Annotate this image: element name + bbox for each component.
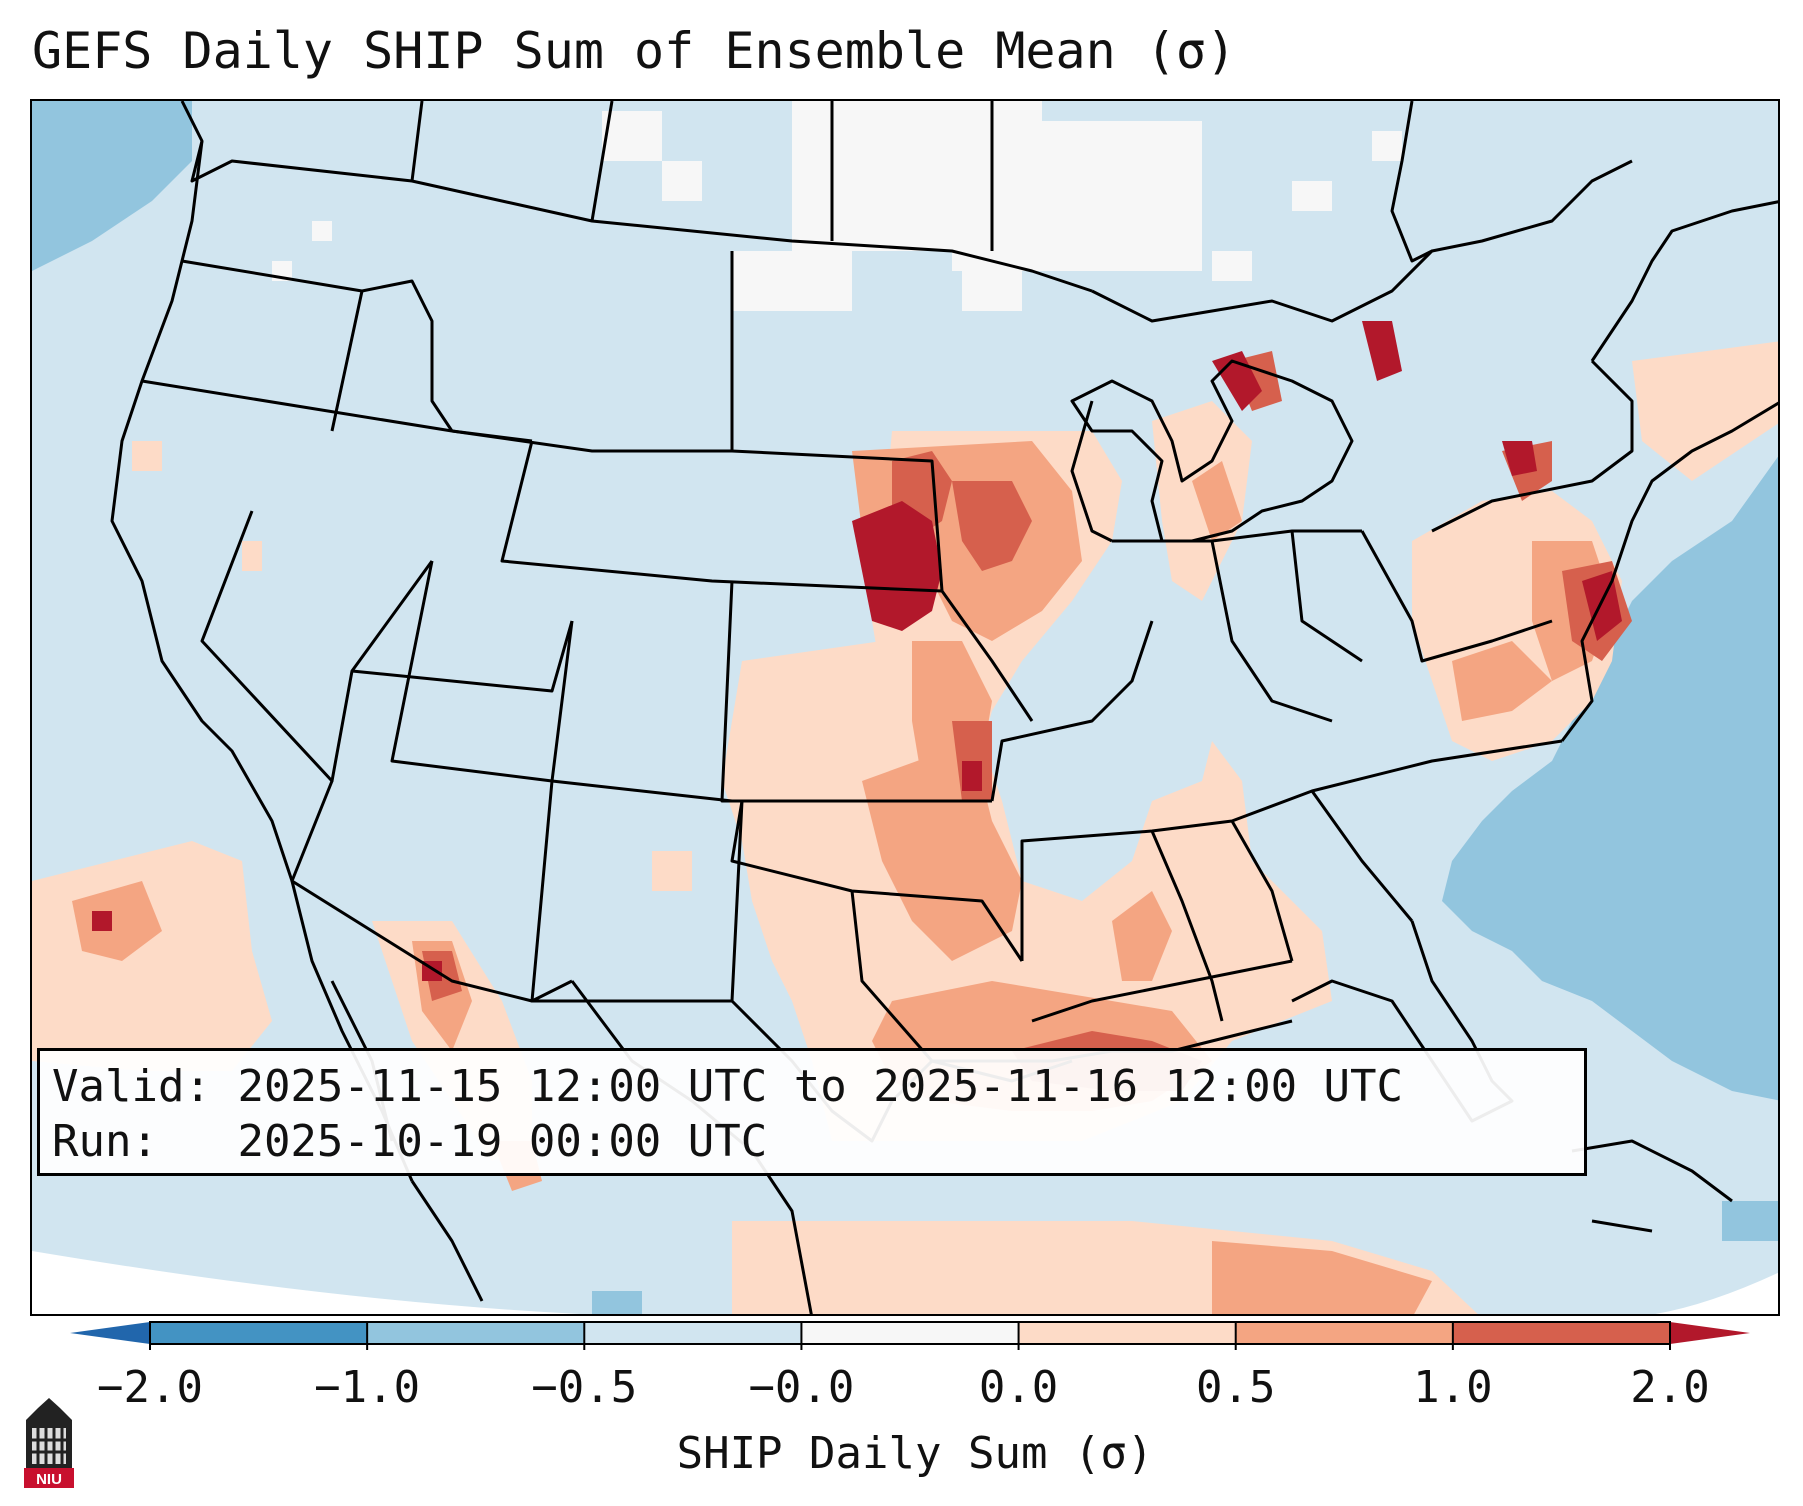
colorbar-extend-high (1670, 1322, 1750, 1344)
colorbar-tick-label: 0.0 (978, 1362, 1059, 1413)
near-zero-region (272, 101, 1402, 311)
svg-text:NIU: NIU (36, 1471, 62, 1488)
colorbar-segment (1452, 1322, 1671, 1344)
colorbar-tick-label: 0.5 (1195, 1362, 1276, 1413)
colorbar-tick-label: −2.0 (97, 1362, 203, 1413)
colorbar-label: SHIP Daily Sum (σ) (676, 1428, 1154, 1479)
colorbar-tick-marks (149, 1322, 1671, 1350)
great-lakes (1070, 359, 1354, 543)
colorbar-segments (150, 1322, 1671, 1344)
us-canada-border (180, 101, 1093, 293)
niu-logo-icon: NIU (24, 1398, 74, 1488)
colorbar-segment (367, 1322, 585, 1344)
valid-label: Valid: (52, 1061, 211, 1112)
colorbar-segment (150, 1322, 368, 1344)
run-row: Run: 2025-10-19 00:00 UTC (52, 1114, 1584, 1169)
chart-title: GEFS Daily SHIP Sum of Ensemble Mean (σ) (32, 22, 1237, 80)
colorbar-segment (1235, 1322, 1454, 1344)
colorbar-tick-label: 2.0 (1630, 1362, 1710, 1413)
colorbar (70, 1321, 1750, 1350)
run-label: Run: (52, 1116, 211, 1167)
colorbar-extend-low (70, 1322, 150, 1344)
projection-edge-right (1655, 1272, 1778, 1314)
valid-value: 2025-11-15 12:00 UTC to 2025-11-16 12:00… (237, 1061, 1404, 1112)
valid-row: Valid: 2025-11-15 12:00 UTC to 2025-11-1… (52, 1059, 1584, 1114)
colorbar-tick-label: −0.5 (531, 1362, 638, 1413)
negative-anomaly-region (32, 101, 1778, 1314)
projection-edge (32, 1251, 580, 1314)
run-value: 2025-10-19 00:00 UTC (237, 1116, 768, 1167)
west-coast (110, 140, 414, 1182)
validity-info-box: Valid: 2025-11-15 12:00 UTC to 2025-11-1… (37, 1048, 1587, 1176)
colorbar-segment (584, 1322, 802, 1344)
colorbar-segment (1018, 1322, 1237, 1344)
colorbar-tick-label: −0.0 (748, 1362, 855, 1413)
extreme-positive-region (92, 321, 1622, 981)
colorbar-tick-label: −1.0 (314, 1362, 421, 1413)
colorbar-segment (801, 1322, 1020, 1344)
colorbar-tick-label: 1.0 (1413, 1362, 1493, 1413)
